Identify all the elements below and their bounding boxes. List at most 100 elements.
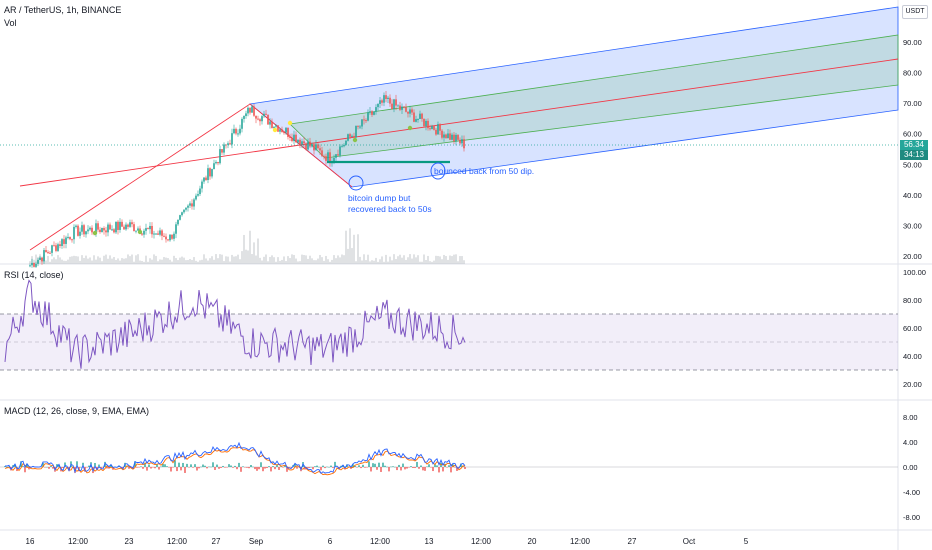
candle: [193, 199, 195, 207]
volume-bar: [83, 257, 85, 264]
macd-histogram-bar: [426, 466, 428, 467]
macd-histogram-bar: [142, 467, 144, 469]
candle: [275, 125, 277, 127]
candle: [41, 257, 43, 262]
currency-button[interactable]: USDT: [902, 5, 928, 19]
volume-bar: [463, 260, 465, 264]
macd-histogram-bar: [176, 467, 178, 472]
candle: [295, 134, 297, 143]
volume-bar: [413, 254, 415, 264]
macd-histogram-bar: [268, 466, 270, 467]
candle: [109, 224, 111, 230]
candle: [267, 114, 269, 125]
volume-bar: [175, 258, 177, 264]
macd-histogram-bar: [270, 467, 272, 472]
candle: [311, 144, 313, 147]
candle: [401, 106, 403, 110]
volume-bar: [179, 257, 181, 264]
price-pane[interactable]: [0, 6, 899, 269]
volume-bar: [193, 257, 195, 264]
macd-histogram-bar: [152, 467, 154, 468]
macd-histogram-bar: [170, 467, 172, 472]
candle: [203, 177, 205, 182]
candle: [279, 129, 281, 132]
candle: [315, 144, 317, 151]
volume-bar: [277, 257, 279, 264]
volume-bar: [199, 260, 201, 264]
macd-histogram-bar: [156, 464, 158, 467]
macd-histogram-bar: [44, 467, 46, 468]
candle: [339, 146, 341, 156]
macd-histogram-bar: [14, 464, 16, 467]
macd-histogram-bar: [100, 467, 102, 469]
candle: [185, 207, 187, 210]
price-axis-label: 70.00: [903, 99, 922, 108]
macd-histogram-bar: [360, 467, 362, 469]
volume-bar: [367, 254, 369, 264]
candle: [319, 148, 321, 151]
macd-histogram-bar: [24, 467, 26, 473]
volume-bar: [251, 254, 253, 264]
volume-bar: [359, 256, 361, 264]
candle: [159, 230, 161, 235]
volume-bar: [321, 257, 323, 264]
time-axis-label: 12:00: [68, 537, 89, 546]
macd-histogram-bar: [220, 467, 222, 468]
candle: [415, 119, 417, 122]
macd-histogram-bar: [334, 461, 336, 467]
candle: [113, 229, 115, 233]
signal-dot: [352, 137, 358, 143]
macd-histogram-bar: [280, 466, 282, 467]
macd-histogram-bar: [434, 464, 436, 467]
macd-histogram-bar: [252, 466, 254, 468]
rsi-pane[interactable]: [0, 279, 898, 371]
volume-bar: [93, 255, 95, 264]
macd-axis[interactable]: 8.00 4.00 0.00 -4.00 -8.00: [903, 413, 920, 522]
candle: [313, 144, 315, 151]
volume-bar: [147, 261, 149, 264]
volume-bar: [115, 259, 117, 264]
macd-histogram-bar: [380, 467, 382, 472]
rsi-line: [4, 279, 466, 369]
signal-dot: [407, 125, 413, 131]
candle: [57, 244, 59, 251]
volume-bar: [379, 259, 381, 264]
macd-histogram-bar: [288, 467, 290, 468]
macd-histogram-bar: [410, 466, 412, 467]
volume-bar: [53, 257, 55, 264]
volume-bar: [393, 254, 395, 264]
volume-bar: [361, 260, 363, 264]
candle: [99, 229, 101, 233]
macd-histogram-bar: [88, 465, 90, 467]
volume-bar: [391, 260, 393, 264]
candle: [207, 168, 209, 180]
candle: [147, 228, 149, 230]
volume-bar: [289, 258, 291, 264]
volume-bar: [241, 251, 243, 264]
candle: [431, 126, 433, 129]
volume-bar: [381, 256, 383, 264]
volume-bar: [197, 261, 199, 264]
macd-histogram-bar: [286, 467, 288, 472]
rsi-axis[interactable]: 100.00 80.00 60.00 40.00 20.00: [903, 268, 926, 389]
macd-axis-label: -8.00: [903, 513, 920, 522]
annotation-bitcoin-dump-1: bitcoin dump but: [348, 193, 411, 203]
volume-bar: [73, 255, 75, 264]
macd-histogram-bar: [452, 464, 454, 467]
macd-histogram-bar: [428, 464, 430, 467]
price-candles: [29, 90, 465, 269]
volume-bar: [283, 256, 285, 264]
macd-histogram-bar: [308, 467, 310, 469]
volume-bar: [427, 255, 429, 264]
price-axis-label: 80.00: [903, 69, 922, 78]
macd-histogram-bar: [28, 467, 30, 470]
macd-histogram-bar: [388, 467, 390, 472]
volume-bar: [365, 260, 367, 264]
candle: [137, 228, 139, 231]
price-axis[interactable]: 90.00 80.00 70.00 60.00 50.00 40.00 30.00 20.00: [903, 38, 922, 261]
macd-pane[interactable]: [0, 441, 898, 476]
time-axis[interactable]: 16 12:00 23 12:00 27 Sep 6 12:00 13 12:00 20 12:00 2…: [26, 537, 749, 546]
candle: [107, 224, 109, 233]
macd-histogram-bar: [6, 466, 8, 468]
